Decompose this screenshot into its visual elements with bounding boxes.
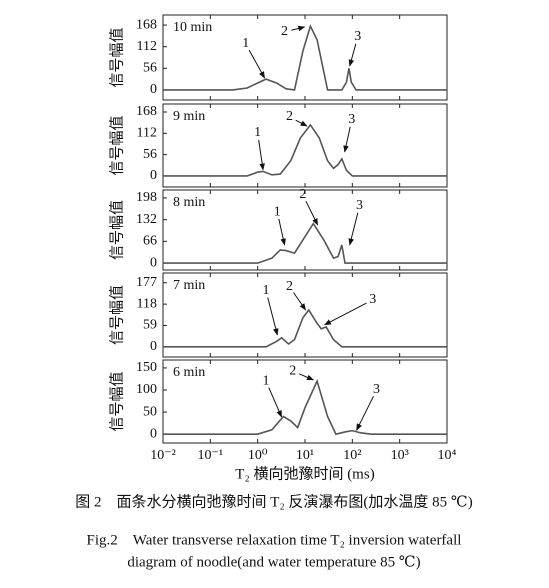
annotation-label: 3 [373, 382, 380, 397]
y-tick-label: 66 [143, 234, 157, 249]
y-tick-label: 112 [137, 39, 157, 54]
y-tick-label: 0 [150, 339, 157, 354]
annotation-arrow [258, 139, 265, 171]
annotation-arrow [293, 292, 307, 311]
x-tick-label: 10⁰ [248, 448, 268, 463]
annotation-label: 3 [369, 292, 376, 307]
x-tick-label: 10² [343, 448, 361, 463]
x-tick-label: 10⁴ [438, 448, 457, 463]
caption-en: Fig.2 Water transverse relaxation time T… [87, 532, 462, 548]
y-tick-label: 118 [137, 296, 157, 311]
panel-title: 7 min [173, 278, 205, 293]
annotation-label: 1 [242, 36, 249, 51]
y-tick-label: 0 [150, 168, 157, 183]
data-line [163, 378, 447, 436]
annotation-label: 2 [289, 363, 296, 378]
data-line [163, 24, 447, 91]
y-tick-label: 56 [143, 147, 157, 162]
y-tick-label: 168 [136, 17, 157, 32]
annotation-label: 1 [263, 283, 270, 298]
y-tick-label: 177 [136, 275, 157, 290]
annotation-label: 3 [354, 29, 361, 44]
y-axis-label: 信号幅值 [108, 200, 125, 260]
annotation-label: 2 [286, 279, 293, 294]
y-tick-label: 150 [136, 360, 157, 375]
annotation-label: 1 [274, 204, 281, 219]
y-tick-label: 0 [150, 426, 157, 441]
plot-frame [162, 103, 448, 188]
y-tick-label: 112 [137, 126, 157, 141]
annotation-label: 2 [286, 109, 293, 124]
y-axis-label: 信号幅值 [108, 27, 125, 87]
data-line [163, 123, 447, 177]
y-axis-label: 信号幅值 [108, 285, 125, 345]
annotation-arrow [348, 212, 359, 246]
x-tick-label: 10⁻² [150, 448, 176, 463]
annotation-arrow [268, 387, 283, 418]
panel-title: 6 min [173, 365, 205, 380]
panel-title: 8 min [173, 195, 205, 210]
panel-title: 9 min [173, 109, 205, 124]
annotation-label: 1 [263, 373, 270, 388]
annotation-arrow [295, 119, 308, 127]
x-tick-label: 10⁻¹ [198, 448, 224, 463]
plot-frame [162, 359, 448, 444]
annotation-arrow [305, 200, 319, 226]
annotation-arrow [267, 297, 279, 336]
annotation-arrow [356, 396, 374, 431]
y-axis-label: 信号幅值 [108, 115, 125, 175]
annotation-arrow [324, 302, 367, 326]
annotation-arrow [298, 373, 314, 381]
y-tick-label: 56 [143, 61, 157, 76]
caption-en: diagram of noodle(and water temperature … [127, 554, 420, 570]
y-tick-label: 198 [136, 190, 157, 205]
data-line [163, 308, 447, 348]
annotation-label: 3 [356, 198, 363, 213]
y-tick-label: 100 [136, 382, 157, 397]
data-line [163, 222, 447, 264]
annotation-arrow [348, 43, 357, 67]
y-tick-label: 132 [136, 212, 157, 227]
x-axis-label: T₂ 横向弛豫时间 (ms) [235, 465, 374, 482]
y-tick-label: 168 [136, 104, 157, 119]
x-tick-label: 10¹ [296, 448, 314, 463]
annotation-label: 2 [299, 187, 306, 202]
annotation-arrow [291, 25, 306, 32]
y-axis-label: 信号幅值 [108, 371, 125, 431]
panel-title: 10 min [173, 20, 212, 35]
annotation-arrow [248, 49, 266, 79]
caption-cn: 图 2 面条水分横向弛豫时间 T₂ 反演瀑布图(加水温度 85 ℃) [75, 493, 472, 510]
y-tick-label: 0 [150, 82, 157, 97]
y-tick-label: 59 [143, 318, 157, 333]
annotation-label: 3 [348, 112, 355, 127]
y-tick-label: 0 [150, 255, 157, 270]
annotation-label: 1 [254, 125, 261, 140]
x-tick-label: 10³ [391, 448, 409, 463]
y-tick-label: 50 [143, 404, 157, 419]
annotation-arrow [343, 126, 351, 153]
annotation-arrow [278, 218, 286, 246]
annotation-label: 2 [281, 24, 288, 39]
